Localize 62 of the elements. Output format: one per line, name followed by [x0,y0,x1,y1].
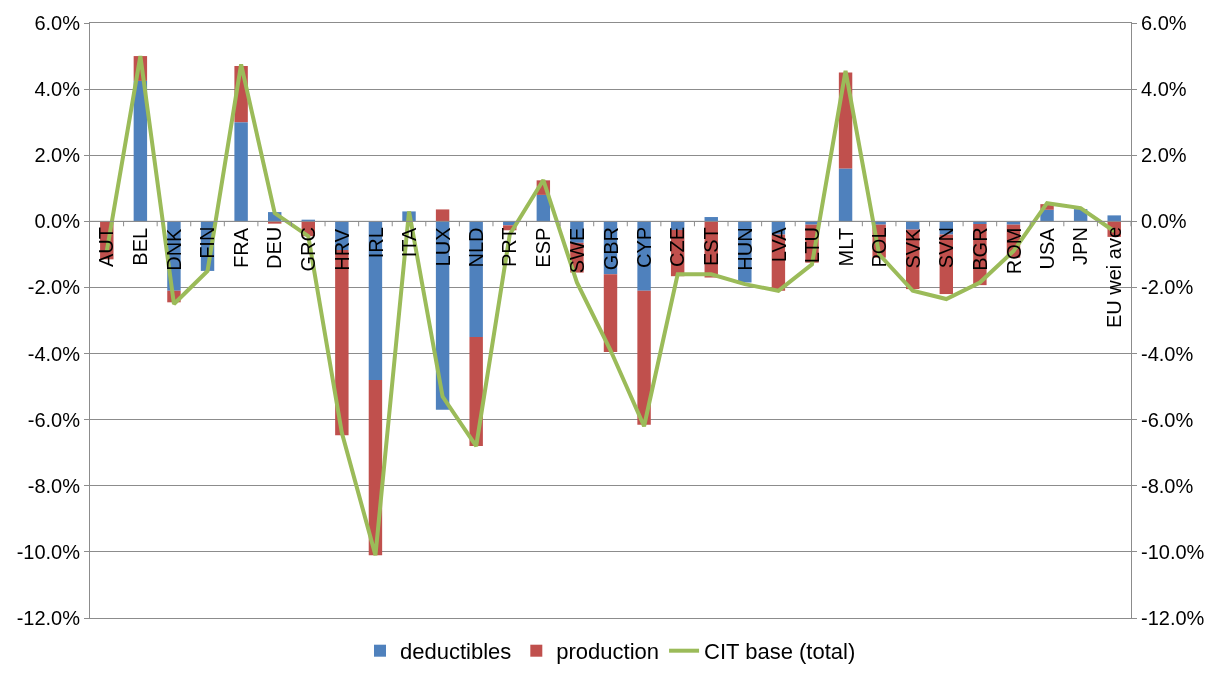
y-tick-label: -8.0% [27,474,81,497]
x-tick-label: LVA [767,226,790,263]
x-tick-label: GRC [296,227,319,272]
y-tick-label: -6.0% [27,408,81,431]
y2-tick-label: -6.0% [1141,408,1194,431]
y-tick-label: -10.0% [16,540,81,563]
y2-tick-label: -8.0% [1141,474,1194,497]
x-tick-label: POL [867,227,890,268]
y2-tick-label: -12.0% [1141,607,1205,629]
x-tick-label: SVK [901,227,924,269]
x-tick-label: LTU [800,227,823,264]
x-tick-label: ROM [1002,227,1025,275]
x-tick-label: CZE [666,226,689,267]
bar [704,217,718,222]
y2-tick-label: 2.0% [1141,144,1187,167]
y2-tick-label: 4.0% [1141,78,1187,101]
y2-tick-label: -10.0% [1141,540,1205,563]
y-tick-label: 0.0% [34,210,81,233]
x-tick-label: HUN [733,227,756,271]
y-tick-label: 6.0% [34,12,81,34]
x-tick-label: FIN [196,226,219,259]
legend-label: deductibles [400,639,512,665]
y-tick-label: -12.0% [16,607,81,629]
x-tick-label: SWE [565,227,588,274]
x-tick-label: USA [1035,227,1058,270]
x-tick-label: DNK [163,227,186,271]
y2-tick-label: 6.0% [1141,12,1187,34]
x-tick-label: LUX [431,227,454,267]
legend-label: CIT base (total) [704,639,856,665]
y2-tick-label: -4.0% [1141,342,1194,365]
x-tick-label: BEL [129,227,152,266]
bar [838,168,853,222]
bar [906,221,920,230]
x-tick-label: EST [700,227,723,267]
bar [234,122,248,222]
x-tick-label: MLT [834,227,857,267]
y2-tick-label: -2.0% [1141,276,1194,299]
legend-label: production [556,639,660,665]
bar [1107,215,1121,222]
x-tick-label: ITA [397,227,420,258]
y-tick-label: -4.0% [27,342,81,365]
y-tick-label: -2.0% [27,276,81,299]
x-tick-label: JPN [1069,227,1092,265]
x-tick-label: PRT [498,227,521,268]
y2-tick-label: 0.0% [1141,210,1187,233]
x-tick-label: CYP [633,226,656,268]
bar [435,209,450,222]
x-tick-label: GBR [599,226,622,271]
x-tick-label: FRA [230,227,253,268]
x-tick-label: EU wei ave [1103,226,1126,329]
x-tick-label: AUT [95,227,118,268]
x-tick-label: ESP [532,227,555,268]
x-tick-label: SVN [935,227,958,269]
x-tick-label: BGR [969,227,992,271]
x-tick-label: NLD [464,227,487,268]
y-tick-label: 4.0% [34,78,81,101]
x-tick-label: HRV [331,228,354,271]
bar [603,274,618,352]
x-tick-label: IRL [364,227,387,259]
y-tick-label: 2.0% [34,144,81,167]
bar [637,290,651,425]
x-tick-label: DEU [263,226,286,270]
